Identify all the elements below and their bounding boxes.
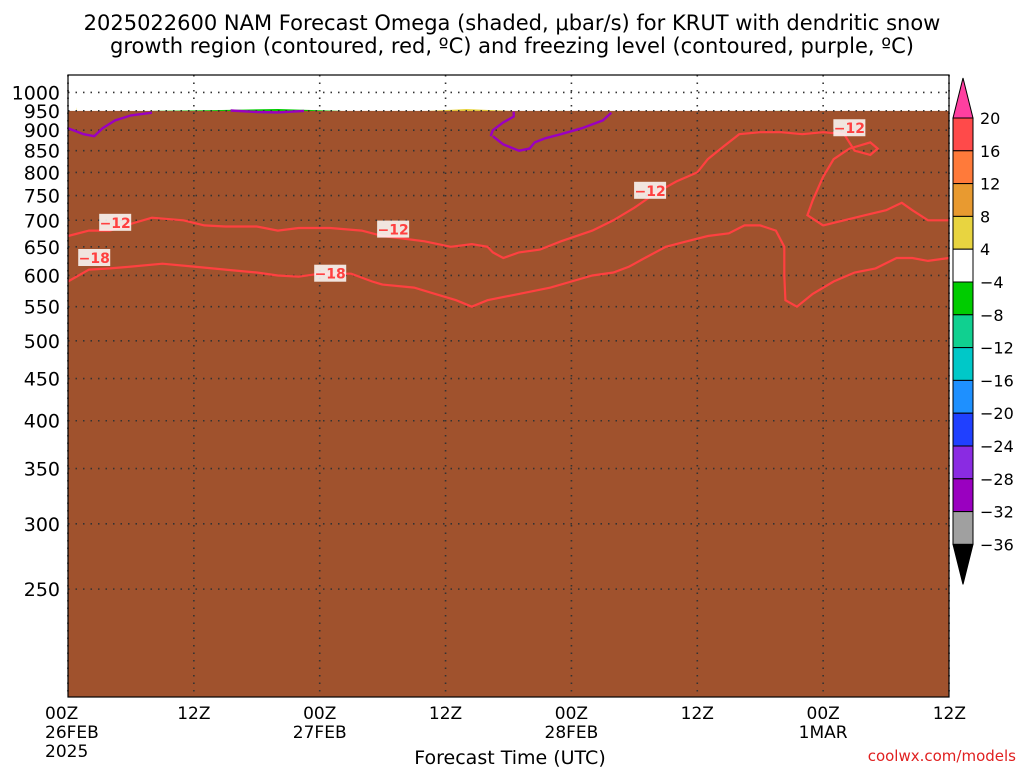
x-tick-label-0-0: 00Z [45, 704, 78, 724]
y-tick-label-450: 450 [24, 369, 60, 391]
contour-label-bg-1 [314, 264, 347, 282]
x-tick-label-24-1: 27FEB [293, 723, 347, 743]
x-tick-label-24-0: 00Z [303, 704, 336, 724]
colorbar-bin-12 [952, 478, 974, 513]
colorbar-bin-3 [952, 183, 974, 217]
x-tick-label-0-1: 26FEB [45, 723, 99, 743]
colorbar-bin-10 [952, 412, 974, 447]
contour-label-bg-5 [833, 119, 866, 137]
y-tick-label-750: 750 [24, 186, 60, 208]
y-tick-label-900: 900 [24, 120, 60, 142]
contour-label-bg-3 [377, 220, 410, 238]
freezing-level-contour-1 [230, 109, 305, 114]
colorbar-bin-1 [952, 117, 974, 152]
colorbar-label-7: −12 [980, 339, 1014, 358]
y-tick-label-850: 850 [24, 141, 60, 163]
y-tick-label-350: 350 [24, 459, 60, 481]
y-tick-label-950: 950 [24, 101, 60, 123]
x-tick-label-72-0: 00Z [807, 704, 840, 724]
colorbar-label-13: −36 [980, 535, 1014, 554]
colorbar-bin-2 [952, 150, 974, 185]
freezing-level-contour-2 [492, 111, 613, 152]
colorbar-label-5: −4 [980, 273, 1004, 292]
y-tick-label-400: 400 [24, 411, 60, 433]
colorbar-bin-11 [952, 445, 974, 480]
contour-label-bg-4 [634, 181, 667, 199]
plot-frame [67, 74, 950, 698]
chart-title-line-1: 2025022600 NAM Forecast Omega (shaded, μ… [84, 11, 941, 35]
credit-text[interactable]: coolwx.com/models [868, 747, 1016, 765]
colorbar-bin-4 [952, 215, 974, 250]
x-tick-label-72-1: 1MAR [799, 723, 848, 743]
contour-layer: −18 −18 −12 −12 −12 −12 [67, 109, 950, 309]
x-tick-label-48-0: 00Z [555, 704, 588, 724]
contour-label-3: −12 [378, 223, 409, 239]
colorbar-bin-6 [952, 281, 974, 316]
y-tick-label-500: 500 [24, 331, 60, 353]
contour-label-4: −12 [634, 184, 665, 200]
colorbar-label-9: −20 [980, 404, 1014, 423]
colorbar-bin-13 [952, 511, 974, 545]
y-tick-label-600: 600 [24, 265, 60, 287]
freezing-level-contour-0 [67, 111, 153, 138]
x-tick-label-36-0: 12Z [429, 704, 462, 724]
colorbar-bin-9 [952, 379, 974, 414]
contour-label-bg-0 [78, 249, 111, 267]
colorbar-label-1: 16 [980, 142, 1000, 161]
colorbar-label-10: −24 [980, 437, 1014, 456]
colorbar-label-12: −32 [980, 503, 1014, 522]
colorbar-label-3: 8 [980, 207, 990, 226]
plot-area: −18 −18 −12 −12 −12 −12 [67, 74, 950, 698]
colorbar-label-0: 20 [980, 109, 1000, 128]
colorbar-label-4: 4 [980, 240, 990, 259]
colorbar-bin-8 [952, 347, 974, 381]
x-axis-label: Forecast Time (UTC) [414, 747, 605, 768]
y-tick-label-300: 300 [24, 514, 60, 536]
dendritic-contour-0 [67, 224, 950, 309]
x-tick-label-48-1: 28FEB [545, 723, 599, 743]
contour-label-bg-2 [99, 213, 132, 231]
contour-label-5: −12 [834, 121, 865, 137]
x-tick-label-12-0: 12Z [177, 704, 210, 724]
y-tick-label-700: 700 [24, 210, 60, 232]
y-axis-pressure: 2503003504004505005506006507007508008509… [12, 82, 60, 601]
colorbar-bin-5 [952, 248, 974, 283]
colorbar-top-arrow [952, 77, 974, 119]
colorbar-bottom-arrow [952, 543, 974, 585]
y-tick-label-1000: 1000 [12, 82, 60, 104]
colorbar-label-2: 12 [980, 175, 1000, 194]
chart-title-line-2: growth region (contoured, red, ºC) and f… [110, 34, 914, 58]
contour-label-1: −18 [315, 267, 346, 283]
colorbar-label-11: −28 [980, 470, 1014, 489]
y-tick-label-550: 550 [24, 297, 60, 319]
contour-label-2: −12 [100, 216, 131, 232]
colorbar-label-8: −16 [980, 371, 1014, 390]
colorbar-bin-7 [952, 314, 974, 349]
colorbar-legend: 20 16 12 8 4 −4 −8 −12 −16 −20 −24 −28 −32 −36 [952, 77, 1014, 585]
freezing-level-contour-3 [489, 111, 515, 137]
x-tick-label-0-2: 2025 [45, 742, 88, 762]
y-tick-label-800: 800 [24, 162, 60, 184]
x-tick-label-84-0: 12Z [933, 704, 966, 724]
y-tick-label-650: 650 [24, 237, 60, 259]
contour-label-0: −18 [79, 251, 110, 267]
ground-below-surface [68, 110, 949, 697]
y-tick-label-250: 250 [24, 579, 60, 601]
colorbar-label-6: −8 [980, 306, 1004, 325]
x-tick-label-60-0: 12Z [681, 704, 714, 724]
